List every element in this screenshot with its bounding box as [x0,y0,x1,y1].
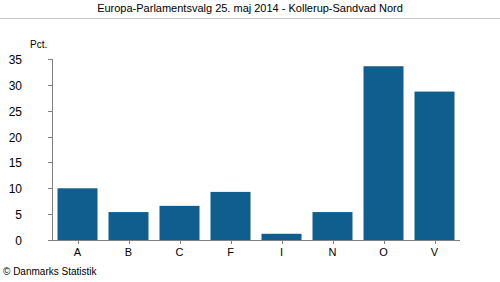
bar [109,212,149,240]
x-tick [384,240,385,244]
y-tick [48,59,52,60]
bar [415,92,455,240]
x-tick [180,240,181,244]
x-tick-label: F [227,246,234,258]
x-tick [333,240,334,244]
bar [313,212,353,240]
y-tick-label: 35 [9,53,23,67]
y-axis-label: Pct. [30,39,47,50]
y-tick-label: 15 [9,156,23,170]
title-rule [0,18,500,19]
x-tick-label: O [379,246,388,258]
title: Europa-Parlamentsvalg 25. maj 2014 - Kol… [97,2,403,14]
y-tick-label: 25 [9,105,23,119]
y-tick-label: 30 [9,79,23,93]
bar [262,234,302,240]
y-tick [48,85,52,86]
source: © Danmarks Statistik [3,266,98,277]
y-tick-label: 20 [9,131,23,145]
bar [160,206,200,240]
x-tick [435,240,436,244]
y-tick [48,137,52,138]
x-tick [129,240,130,244]
bar [211,192,251,240]
x-tick [282,240,283,244]
y-tick-label: 10 [9,182,23,196]
chart-svg: Europa-Parlamentsvalg 25. maj 2014 - Kol… [0,0,500,282]
x-tick-label: A [74,246,82,258]
y-tick [48,111,52,112]
bars [58,66,455,240]
y-axis [52,59,53,240]
x-axis [52,240,460,241]
y-tick [48,214,52,215]
bar [364,66,404,240]
y-tick-label: 0 [15,234,22,248]
y-tick [48,162,52,163]
x-tick-label: I [280,246,283,258]
x-tick-label: C [176,246,184,258]
y-tick-label: 5 [15,208,22,222]
bar [58,188,98,240]
x-tick-label: N [329,246,337,258]
y-tick [48,188,52,189]
x-tick [78,240,79,244]
x-tick-label: B [125,246,132,258]
chart-container: Europa-Parlamentsvalg 25. maj 2014 - Kol… [0,0,500,282]
x-tick-label: V [431,246,439,258]
x-tick [231,240,232,244]
y-tick [48,240,52,241]
